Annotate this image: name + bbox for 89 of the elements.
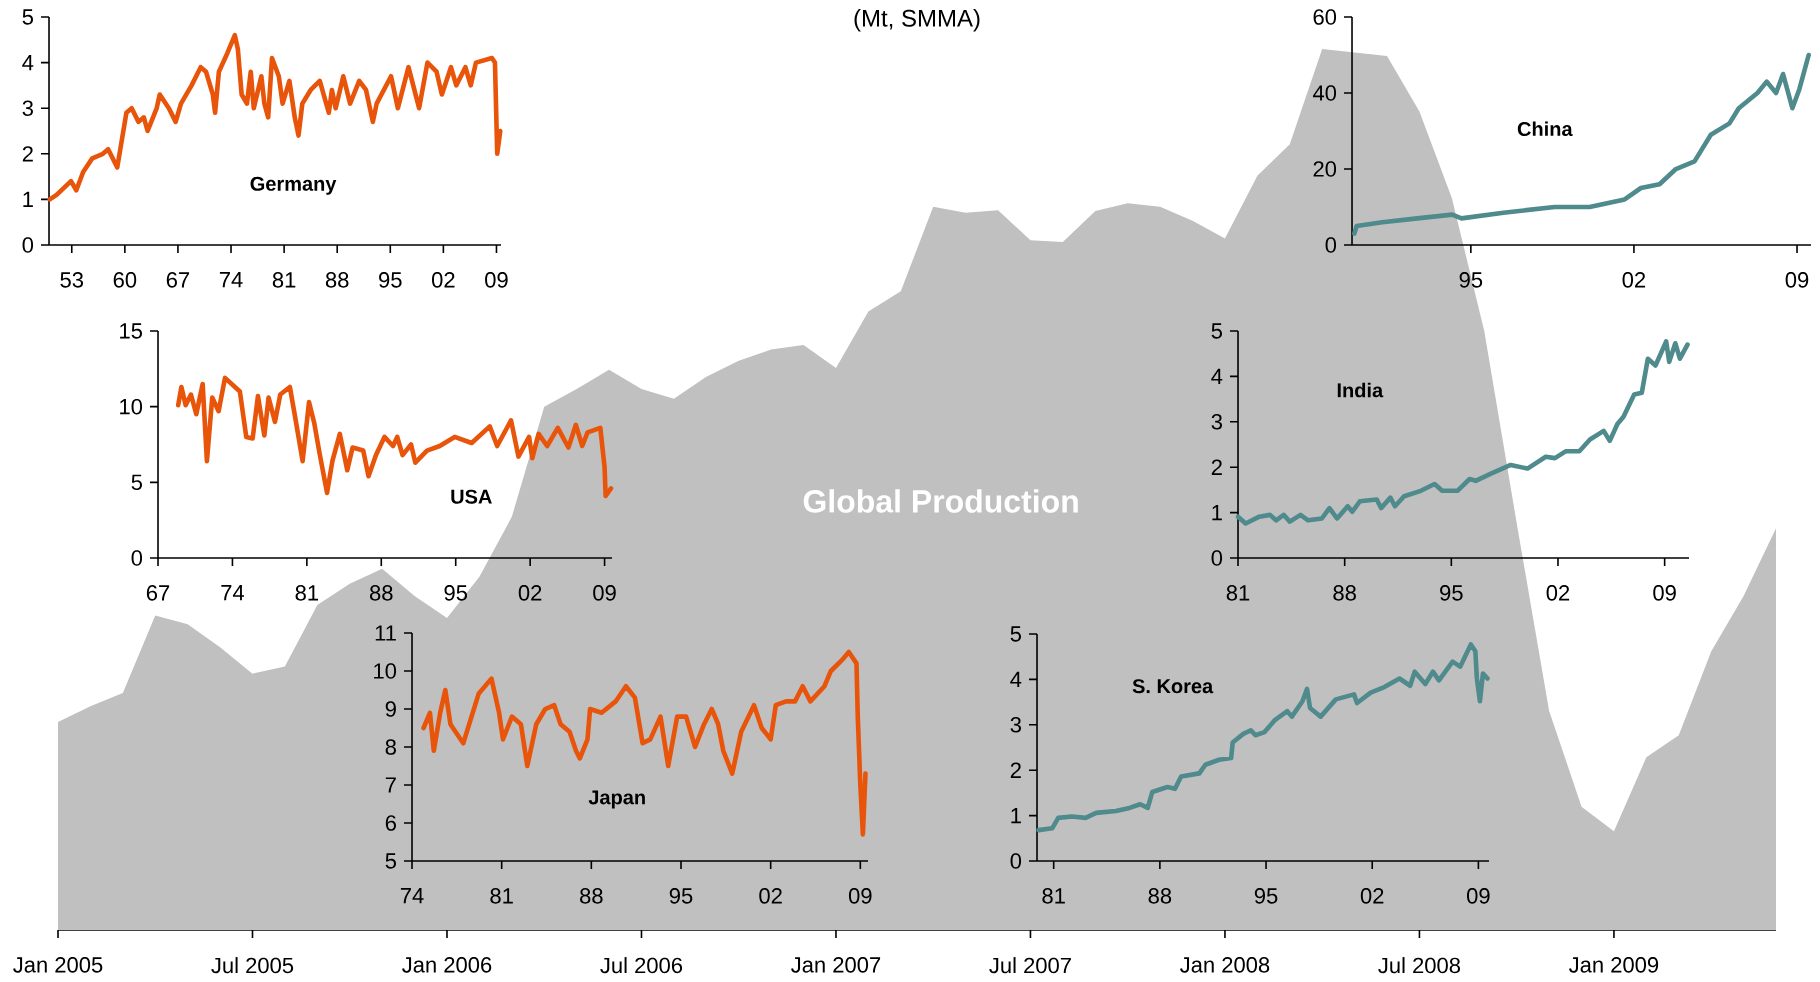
y-tick-label: 15 bbox=[120, 323, 142, 339]
y-tick-label: 60 bbox=[1313, 9, 1337, 25]
x-tick-label: 81 bbox=[1042, 888, 1065, 904]
x-tick-label: 88 bbox=[1333, 585, 1356, 601]
line-series bbox=[1036, 642, 1490, 833]
text: India bbox=[1337, 382, 1384, 398]
x-tick-label: 74 bbox=[219, 272, 243, 288]
x-tick-label: 53 bbox=[60, 272, 84, 288]
x-tick-label: 95 bbox=[669, 888, 693, 904]
text: Germany bbox=[250, 176, 337, 195]
line-series bbox=[1352, 52, 1811, 236]
x-tick-label: 81 bbox=[272, 272, 296, 288]
x-tick-label: 67 bbox=[166, 272, 190, 288]
y-tick-label: 3 bbox=[1211, 414, 1222, 430]
y-tick-label: 3 bbox=[1010, 717, 1021, 733]
y-tick-label: 5 bbox=[385, 853, 396, 869]
y-tick-label: 5 bbox=[1010, 626, 1021, 642]
y-tick-label: 2 bbox=[1211, 459, 1222, 475]
y-tick-label: 4 bbox=[22, 55, 34, 71]
x-tick-label: 09 bbox=[1467, 888, 1490, 904]
x-tick-label: 95 bbox=[1440, 585, 1463, 601]
y-tick-label: 0 bbox=[1325, 237, 1337, 253]
y-tick-label: 9 bbox=[385, 701, 396, 717]
x-tick-label: 02 bbox=[1546, 585, 1570, 601]
x-tick-label: Jul 2007 bbox=[989, 957, 1071, 974]
x-tick-label: 09 bbox=[1653, 585, 1676, 601]
x-tick-label: 09 bbox=[1785, 272, 1809, 288]
y-tick-label: 0 bbox=[1010, 853, 1022, 869]
x-tick-label: 81 bbox=[295, 585, 319, 601]
y-tick-label: 0 bbox=[131, 550, 143, 566]
y-tick-label: 8 bbox=[385, 739, 396, 755]
y-tick-label: 3 bbox=[22, 100, 33, 116]
x-tick-label: 09 bbox=[485, 272, 508, 288]
x-tick-label: 88 bbox=[580, 888, 603, 904]
y-tick-label: 2 bbox=[22, 146, 33, 162]
x-tick-label: Jan 2008 bbox=[1180, 957, 1270, 973]
y-tick-label: 5 bbox=[22, 9, 33, 25]
x-tick-label: 95 bbox=[379, 272, 402, 288]
x-tick-label: 88 bbox=[369, 585, 393, 601]
x-tick-label: 88 bbox=[1148, 888, 1172, 904]
y-tick-label: 5 bbox=[131, 474, 142, 491]
x-tick-label: Jan 2005 bbox=[13, 957, 103, 973]
text: S. Korea bbox=[1132, 679, 1214, 694]
x-tick-label: 02 bbox=[518, 585, 542, 601]
x-tick-label: Jan 2009 bbox=[1569, 957, 1659, 973]
y-tick-label: 10 bbox=[120, 398, 143, 415]
y-tick-label: 2 bbox=[1010, 762, 1021, 778]
x-tick-label: Jul 2006 bbox=[600, 957, 683, 974]
y-tick-label: 1 bbox=[1212, 505, 1222, 521]
y-tick-label: 6 bbox=[385, 815, 396, 831]
y-tick-label: 5 bbox=[1211, 323, 1222, 339]
x-tick-label: Jan 2007 bbox=[791, 957, 881, 973]
chart-title: (Mt, SMMA) bbox=[854, 9, 980, 32]
y-tick-label: 4 bbox=[1211, 368, 1223, 384]
y-tick-label: 20 bbox=[1313, 161, 1337, 177]
x-tick-label: Jul 2005 bbox=[211, 957, 294, 974]
y-tick-label: 1 bbox=[1011, 808, 1021, 824]
x-tick-label: Jul 2008 bbox=[1378, 957, 1461, 974]
line-series bbox=[421, 649, 868, 837]
line-series bbox=[47, 32, 503, 202]
x-tick-label: 02 bbox=[1360, 888, 1384, 904]
x-tick-label: 02 bbox=[759, 888, 782, 904]
x-tick-label: 09 bbox=[593, 585, 616, 601]
line-series bbox=[1235, 339, 1690, 526]
y-tick-label: 40 bbox=[1312, 85, 1337, 101]
series-label: Global Production bbox=[803, 489, 1078, 513]
y-tick-label: 0 bbox=[1211, 550, 1223, 566]
x-tick-label: 67 bbox=[146, 585, 170, 601]
x-tick-label: 02 bbox=[431, 272, 455, 288]
series-label: Japan bbox=[588, 790, 645, 809]
y-tick-label: 10 bbox=[374, 663, 397, 679]
x-tick-label: 95 bbox=[1254, 888, 1278, 904]
x-tick-label: 95 bbox=[444, 585, 468, 601]
x-tick-label: 02 bbox=[1622, 272, 1646, 288]
x-tick-label: 95 bbox=[1459, 272, 1483, 288]
y-tick-label: 4 bbox=[1010, 671, 1022, 687]
text: China bbox=[1517, 121, 1573, 137]
y-tick-label: 1 bbox=[23, 191, 33, 207]
y-tick-label: 7 bbox=[385, 777, 396, 793]
x-tick-label: 74 bbox=[400, 888, 424, 904]
y-tick-label: 0 bbox=[22, 237, 34, 253]
x-tick-label: 74 bbox=[221, 585, 245, 601]
x-tick-label: 81 bbox=[490, 888, 513, 904]
x-tick-label: 09 bbox=[848, 888, 872, 904]
x-tick-label: Jan 2006 bbox=[402, 957, 492, 973]
x-tick-label: 81 bbox=[1226, 585, 1250, 601]
text: USA bbox=[451, 489, 492, 504]
x-tick-label: 88 bbox=[325, 272, 349, 288]
y-tick-label: 11 bbox=[375, 625, 396, 641]
